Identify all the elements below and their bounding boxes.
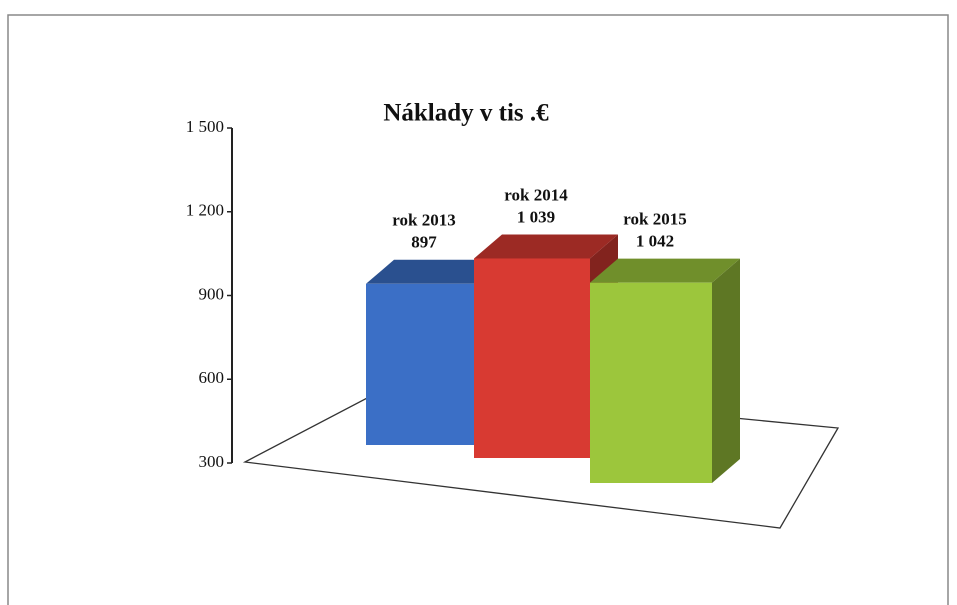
bar-top	[590, 258, 740, 283]
bar-top	[366, 259, 502, 284]
data-label-category: rok 2013	[392, 211, 455, 230]
y-tick-label: 1 500	[186, 117, 224, 136]
data-label-category: rok 2014	[504, 185, 568, 204]
bar	[366, 283, 474, 445]
frame	[7, 14, 949, 605]
data-label-category: rok 2015	[623, 210, 686, 229]
bar	[590, 282, 712, 483]
data-label-value: 1 042	[636, 232, 674, 251]
data-label-value: 1 039	[517, 207, 555, 226]
y-tick-label: 300	[199, 452, 225, 471]
chart-title: Náklady v tis .€	[383, 100, 549, 127]
data-label-value: 897	[411, 233, 437, 252]
bar	[474, 258, 590, 458]
y-tick-label: 1 200	[186, 201, 224, 220]
bar-side	[712, 258, 740, 483]
y-tick-label: 600	[199, 368, 225, 387]
y-tick-label: 900	[199, 284, 225, 303]
bar-top	[474, 234, 618, 259]
